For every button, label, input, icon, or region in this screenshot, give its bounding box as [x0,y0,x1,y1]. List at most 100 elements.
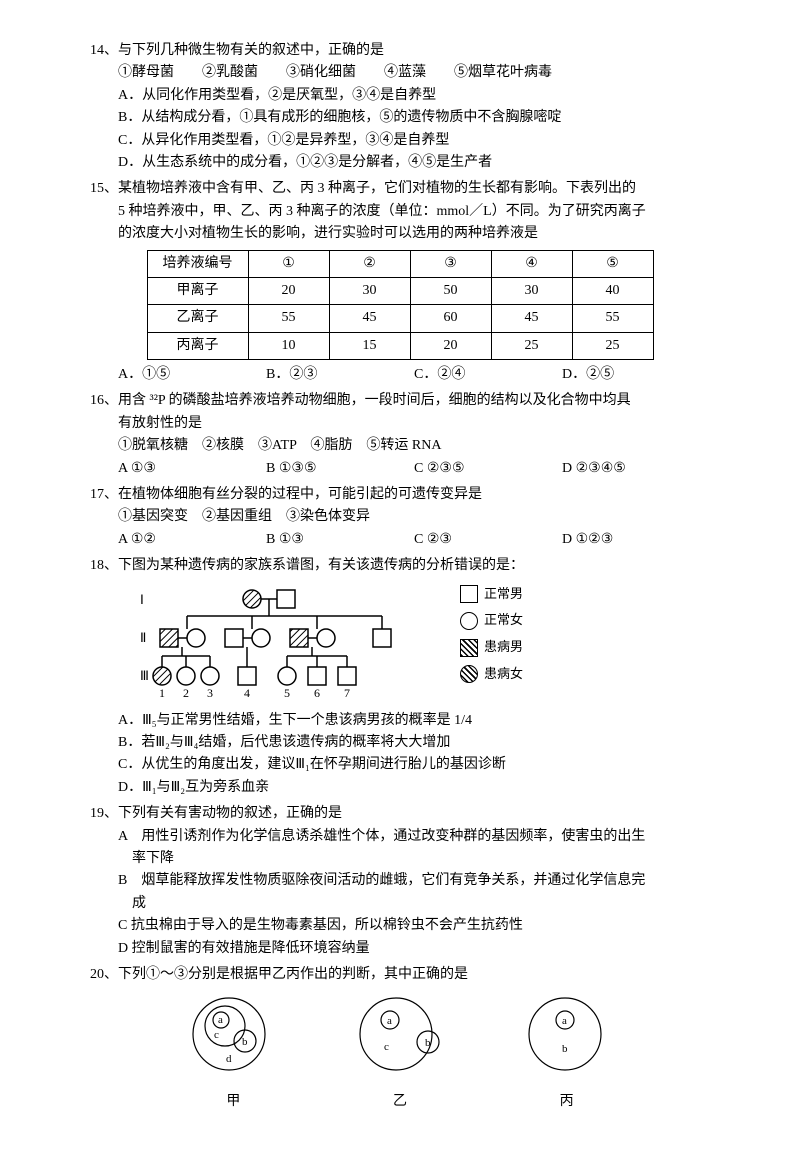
q14-optA: A．从同化作用类型看，②是厌氧型，③④是自养型 [90,85,710,107]
q14-stem: 与下列几种微生物有关的叙述中，正确的是 [118,43,384,58]
q18-optC: C．从优生的角度出发，建议Ⅲ₁在怀孕期间进行胎儿的基因诊断 [90,754,710,776]
gen-label: Ⅰ [140,592,144,607]
q15-table: 培养液编号 ① ② ③ ④ ⑤ 甲离子2030503040 乙离子5545604… [147,250,654,361]
svg-text:d: d [226,1053,232,1065]
square-hatch-icon [460,639,478,657]
table-row: 甲离子2030503040 [147,277,653,304]
q19-optA-1: A 用性引诱剂作为化学信息诱杀雄性个体，通过改变种群的基因频率，使害虫的出生 [90,826,710,848]
legend-text: 患病女 [484,664,523,685]
choice-D: D．②⑤ [562,364,710,386]
th: ② [329,250,410,277]
question-14: 14、与下列几种微生物有关的叙述中，正确的是 ①酵母菌 ②乳酸菌 ③硝化细菌 ④… [90,40,710,174]
legend-text: 正常女 [484,610,523,631]
question-19: 19、下列有关有害动物的叙述，正确的是 A 用性引诱剂作为化学信息诱杀雄性个体，… [90,803,710,960]
svg-text:6: 6 [314,686,320,700]
q19-stem: 下列有关有害动物的叙述，正确的是 [118,806,342,821]
venn-diagrams: a c b d 甲 a b c 乙 a b [90,986,710,1113]
q14-items: ①酵母菌 ②乳酸菌 ③硝化细菌 ④蓝藻 ⑤烟草花叶病毒 [90,62,710,84]
svg-text:1: 1 [159,686,165,700]
svg-text:a: a [562,1015,567,1027]
q18-optB: B．若Ⅲ₂与Ⅲ₄结婚，后代患该遗传病的概率将大大增加 [90,732,710,754]
th: ⑤ [572,250,653,277]
svg-text:b: b [242,1036,248,1048]
table-row: 乙离子5545604555 [147,305,653,332]
q20-num: 20、 [90,967,118,982]
venn-label: 丙 [517,1091,617,1113]
svg-text:4: 4 [244,686,250,700]
choice-A: A．①⑤ [118,364,266,386]
q14-optD: D．从生态系统中的成分看，①②③是分解者，④⑤是生产者 [90,152,710,174]
choice-A: A ①③ [118,458,266,480]
q19-optC: C 抗虫棉由于导入的是生物毒素基因，所以棉铃虫不会产生抗药性 [90,915,710,937]
choice-B: B ①③ [266,529,414,551]
q15-stem2: 5 种培养液中，甲、乙、丙 3 种离子的浓度（单位：mmol／L）不同。为了研究… [90,201,710,223]
question-18: 18、下图为某种遗传病的家族系谱图，有关该遗传病的分析错误的是： Ⅰ Ⅱ [90,555,710,799]
q16-stem1: 用含 ³²P 的磷酸盐培养液培养动物细胞，一段时间后，细胞的结构以及化合物中均具 [118,393,631,408]
svg-text:7: 7 [344,686,350,700]
pedigree-diagram: Ⅰ Ⅱ [90,584,710,704]
choice-D: D ②③④⑤ [562,458,710,480]
q17-items: ①基因突变 ②基因重组 ③染色体变异 [90,506,710,528]
square-icon [460,585,478,603]
q16-num: 16、 [90,393,118,408]
venn-bing: a b 丙 [517,992,617,1113]
q18-optA: A．Ⅲ₅与正常男性结婚，生下一个患该病男孩的概率是 1/4 [90,710,710,732]
svg-text:a: a [387,1015,392,1027]
svg-text:b: b [425,1037,431,1049]
q18-num: 18、 [90,558,118,573]
choice-C: C ②③ [414,529,562,551]
q19-optD: D 控制鼠害的有效措施是降低环境容纳量 [90,938,710,960]
question-17: 17、在植物体细胞有丝分裂的过程中，可能引起的可遗传变异是 ①基因突变 ②基因重… [90,484,710,551]
q15-num: 15、 [90,181,118,196]
venn-jia: a c b d 甲 [183,992,283,1113]
q16-choices: A ①③ B ①③⑤ C ②③⑤ D ②③④⑤ [90,458,710,480]
question-16: 16、用含 ³²P 的磷酸盐培养液培养动物细胞，一段时间后，细胞的结构以及化合物… [90,390,710,480]
q16-items: ①脱氧核糖 ②核膜 ③ATP ④脂肪 ⑤转运 RNA [90,435,710,457]
choice-D: D ①②③ [562,529,710,551]
svg-text:c: c [214,1029,219,1041]
choice-B: B．②③ [266,364,414,386]
question-20: 20、下列①～③分别是根据甲乙丙作出的判断，其中正确的是 a c b d 甲 a… [90,964,710,1113]
q19-optA-2: 率下降 [90,848,710,870]
legend-text: 患病男 [484,637,523,658]
q17-stem: 在植物体细胞有丝分裂的过程中，可能引起的可遗传变异是 [118,487,482,502]
choice-C: C ②③⑤ [414,458,562,480]
choice-B: B ①③⑤ [266,458,414,480]
choice-A: A ①② [118,529,266,551]
svg-text:c: c [384,1041,389,1053]
pedigree-svg: Ⅰ Ⅱ [132,584,432,704]
q16-stem2: 有放射性的是 [90,413,710,435]
q14-optC: C．从异化作用类型看，①②是异养型，③④是自养型 [90,130,710,152]
th: ③ [410,250,491,277]
svg-text:2: 2 [183,686,189,700]
th: ④ [491,250,572,277]
question-15: 15、某植物培养液中含有甲、乙、丙 3 种离子，它们对植物的生长都有影响。下表列… [90,178,710,386]
th: 培养液编号 [147,250,248,277]
q17-choices: A ①② B ①③ C ②③ D ①②③ [90,529,710,551]
venn-label: 甲 [183,1091,283,1113]
svg-text:5: 5 [284,686,290,700]
th: ① [248,250,329,277]
svg-text:a: a [218,1014,223,1026]
q15-choices: A．①⑤ B．②③ C．②④ D．②⑤ [90,364,710,386]
svg-text:b: b [562,1043,568,1055]
q18-optD: D．Ⅲ₁与Ⅲ₂互为旁系血亲 [90,777,710,799]
gen-label: Ⅱ [140,630,146,645]
circle-icon [460,612,478,630]
pedigree-legend: 正常男 正常女 患病男 患病女 [460,584,523,691]
circle-hatch-icon [460,665,478,683]
choice-C: C．②④ [414,364,562,386]
q20-stem: 下列①～③分别是根据甲乙丙作出的判断，其中正确的是 [118,967,468,982]
q15-stem3: 的浓度大小对植物生长的影响，进行实验时可以选用的两种培养液是 [90,223,710,245]
svg-text:3: 3 [207,686,213,700]
q18-stem: 下图为某种遗传病的家族系谱图，有关该遗传病的分析错误的是： [118,558,524,573]
table-row: 培养液编号 ① ② ③ ④ ⑤ [147,250,653,277]
q19-num: 19、 [90,806,118,821]
gen-label: Ⅲ [140,668,149,683]
table-row: 丙离子1015202525 [147,332,653,359]
q19-optB-2: 成 [90,893,710,915]
q17-num: 17、 [90,487,118,502]
venn-yi: a b c 乙 [350,992,450,1113]
q15-stem1: 某植物培养液中含有甲、乙、丙 3 种离子，它们对植物的生长都有影响。下表列出的 [118,181,636,196]
q14-num: 14、 [90,43,118,58]
